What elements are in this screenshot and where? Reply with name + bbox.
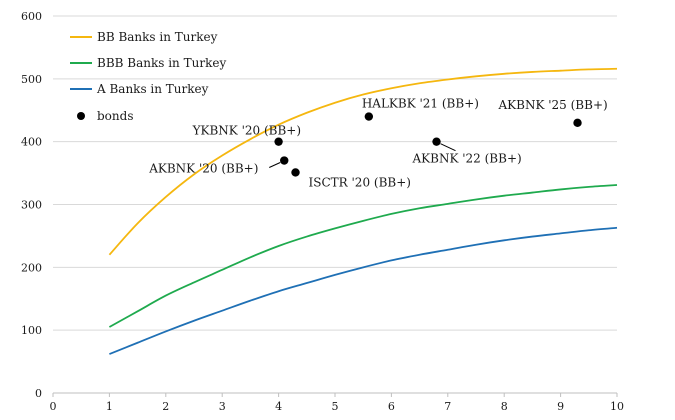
bond-label: HALKBK '21 (BB+) [362, 97, 479, 111]
bond-point [573, 118, 582, 128]
annotation-leader [269, 162, 281, 168]
y-tick-label: 0 [35, 387, 42, 400]
x-tick-label: 1 [106, 400, 113, 413]
x-tick-label: 4 [275, 400, 282, 413]
series-line-2 [108, 184, 618, 328]
legend: BB Banks in Turkey BBB Banks in Turkey A B… [70, 30, 226, 123]
bond-point [280, 156, 289, 165]
x-tick-label: 9 [557, 400, 564, 413]
bond-point [432, 137, 441, 146]
legend-label: A Banks in Turkey [96, 82, 209, 96]
x-tick-label: 6 [388, 400, 395, 413]
bond-point [364, 112, 374, 121]
legend-label: BBB Banks in Turkey [97, 56, 226, 70]
series-lines [108, 67, 618, 355]
x-tick-label: 5 [332, 400, 339, 413]
series-line-1 [108, 67, 618, 256]
series-line-3 [109, 226, 618, 355]
gridlines [53, 15, 617, 331]
y-tick-label: 200 [21, 261, 42, 274]
bond-label: AKBNK '25 (BB+) [498, 98, 608, 112]
y-tick-label: 500 [21, 73, 42, 86]
bond-label: YKBNK '20 (BB+) [192, 124, 301, 138]
x-tick-label: 0 [50, 400, 57, 413]
axes: 0 100 200 300 400 500 600 0 1 2 3 4 5 6 7 8 9 10 [21, 10, 624, 413]
bond-label: AKBNK '20 (BB+) [148, 162, 258, 176]
annotation-leader [440, 143, 456, 152]
y-tick-label: 100 [21, 324, 42, 337]
y-tick-label: 600 [21, 10, 42, 23]
legend-label: bonds [97, 109, 133, 123]
x-tick-label: 7 [444, 400, 451, 413]
bond-label: AKBNK '22 (BB+) [412, 152, 522, 166]
legend-label: BB Banks in Turkey [97, 30, 218, 44]
bond-points: YKBNK '20 (BB+) AKBNK '20 (BB+) ISCTR '20 … [148, 97, 607, 190]
bond-label: ISCTR '20 (BB+) [309, 175, 411, 189]
y-tick-label: 400 [21, 136, 42, 149]
legend-swatch-bonds [77, 112, 85, 120]
x-tick-label: 2 [162, 400, 169, 413]
x-tick-label: 8 [501, 400, 508, 413]
x-tick-label: 10 [610, 400, 624, 413]
x-tick-label: 3 [219, 400, 226, 413]
y-tick-label: 300 [21, 199, 42, 212]
bond-point [274, 137, 283, 146]
bond-point [291, 168, 300, 177]
